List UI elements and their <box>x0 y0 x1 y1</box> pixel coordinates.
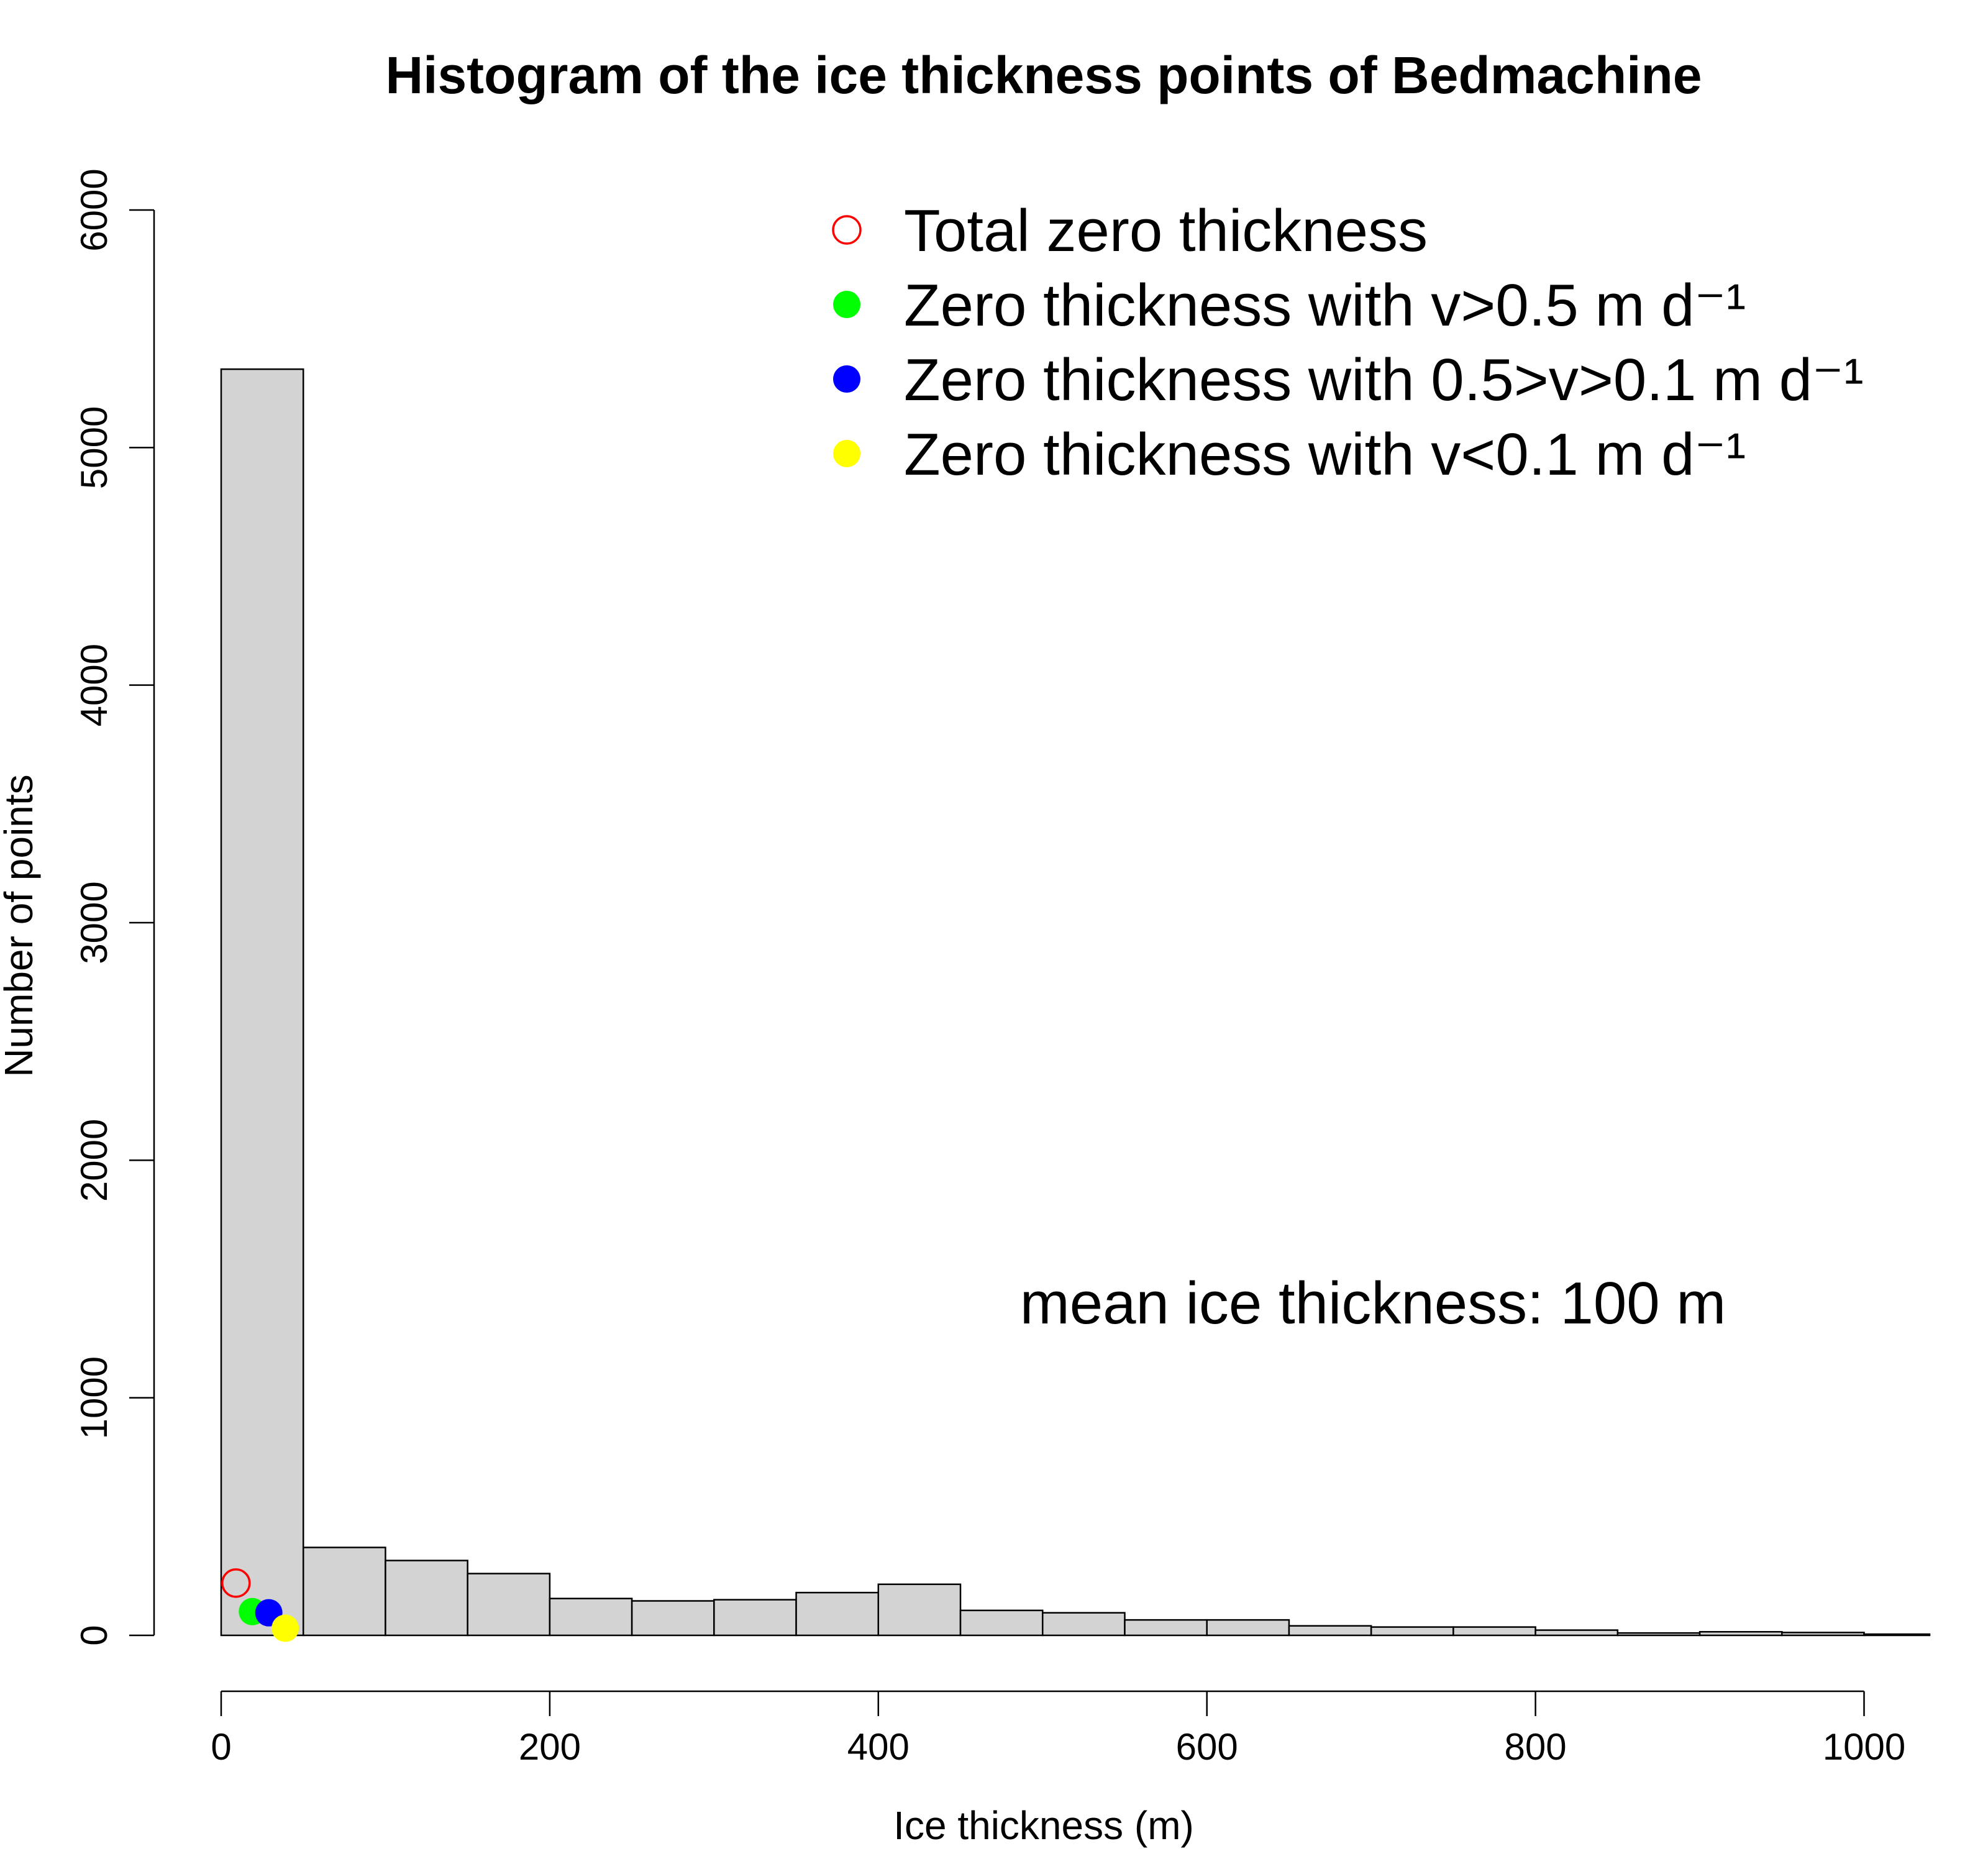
legend-entry-label: Zero thickness with v>0.5 m d⁻¹ <box>904 272 1746 339</box>
histogram-bar <box>1370 1626 1454 1637</box>
histogram-bar <box>1452 1626 1536 1637</box>
chart-title: Histogram of the ice thickness points of… <box>385 46 1702 104</box>
y-tick-label: 0 <box>73 1625 115 1645</box>
legend-filled-circle-icon <box>833 291 860 318</box>
legend-entry-label: Zero thickness with 0.5>v>0.1 m d⁻¹ <box>904 347 1864 413</box>
histogram-bar <box>220 368 304 1637</box>
open-circle-marker <box>221 1568 251 1598</box>
histogram-bar <box>1698 1631 1783 1637</box>
x-tick-label: 400 <box>847 1726 910 1768</box>
legend-filled-circle-icon <box>833 365 860 393</box>
histogram-bar <box>1781 1632 1865 1637</box>
y-tick-label: 3000 <box>73 881 115 964</box>
y-axis-label: Number of points <box>0 774 41 1077</box>
x-tick-label: 800 <box>1505 1726 1567 1768</box>
x-axis-label: Ice thickness (m) <box>893 1803 1194 1848</box>
y-tick-label: 1000 <box>73 1356 115 1439</box>
legend-entry-label: Total zero thickness <box>904 198 1428 264</box>
histogram-bar <box>713 1599 797 1637</box>
histogram-bar <box>795 1591 880 1637</box>
filled-circle-marker <box>271 1614 299 1642</box>
histogram-bar <box>877 1583 962 1637</box>
histogram-bar <box>959 1609 1044 1637</box>
zero-thickness-markers <box>221 1568 299 1642</box>
histogram-bar <box>467 1573 551 1637</box>
histogram-bar <box>1616 1632 1701 1637</box>
x-tick-label: 600 <box>1176 1726 1238 1768</box>
legend-open-circle-icon <box>832 215 862 245</box>
y-tick-label: 5000 <box>73 406 115 489</box>
histogram-bar <box>385 1560 468 1637</box>
legend: Total zero thickness Zero thickness with … <box>832 198 1864 488</box>
histogram-bar <box>302 1546 386 1637</box>
histogram-bar <box>1534 1629 1619 1637</box>
x-tick-label: 200 <box>519 1726 581 1768</box>
x-axis: 0 200 400 600 800 1000 <box>211 1690 1905 1768</box>
mean-thickness-annotation: mean ice thickness: 100 m <box>1020 1270 1726 1336</box>
legend-filled-circle-icon <box>833 440 860 467</box>
histogram-bar <box>1124 1619 1208 1637</box>
histogram-bar <box>631 1600 715 1637</box>
x-tick-label: 1000 <box>1823 1726 1905 1768</box>
histogram-bar <box>1863 1633 1931 1637</box>
histogram-bar <box>1042 1612 1126 1637</box>
y-tick-label: 6000 <box>73 168 115 251</box>
histogram-bar <box>549 1597 633 1637</box>
y-tick-label: 2000 <box>73 1119 115 1202</box>
histogram-bar <box>1288 1625 1372 1637</box>
histogram-bar <box>1206 1619 1290 1637</box>
y-tick-label: 4000 <box>73 644 115 726</box>
histogram-bars <box>220 368 1931 1637</box>
x-tick-label: 0 <box>211 1726 231 1768</box>
legend-entry-label: Zero thickness with v<0.1 m d⁻¹ <box>904 421 1746 488</box>
y-axis: 0 1000 2000 3000 4000 5000 6000 <box>73 168 155 1646</box>
